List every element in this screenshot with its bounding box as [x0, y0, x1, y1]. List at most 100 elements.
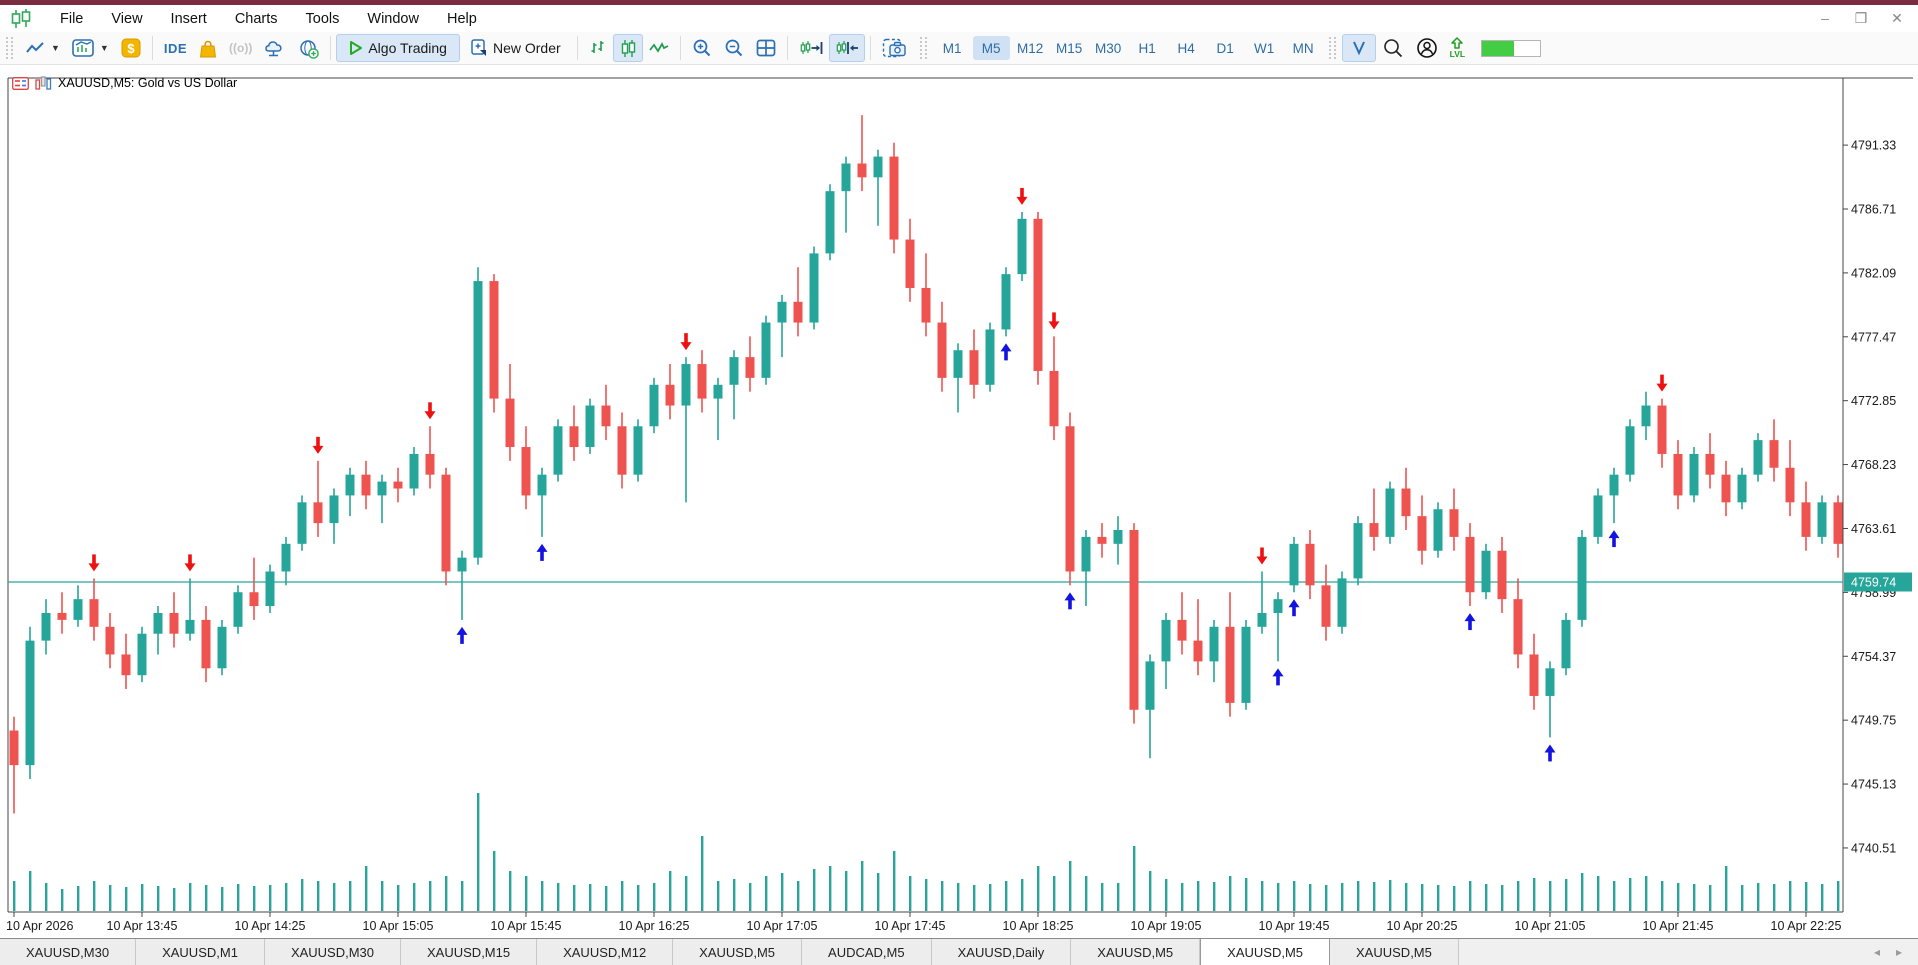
- shift-end-button[interactable]: [793, 34, 829, 62]
- volume-bar: [93, 881, 96, 911]
- candlestick-mode-button[interactable]: [612, 34, 643, 62]
- timeframe-mn-button[interactable]: MN: [1292, 40, 1314, 56]
- chart-tab-4[interactable]: XAUUSD,M12: [537, 939, 674, 965]
- menu-item-help[interactable]: Help: [446, 10, 477, 27]
- candle-body: [873, 156, 883, 178]
- sell-signal-arrow-icon: [1016, 196, 1028, 205]
- chart-tab-5[interactable]: XAUUSD,M5: [673, 939, 803, 965]
- sell-signal-arrow-icon: [316, 436, 320, 447]
- volume-bar: [1213, 882, 1216, 911]
- search-button[interactable]: [1376, 34, 1410, 62]
- screenshot-button[interactable]: [876, 34, 914, 62]
- buy-signal-arrow-icon: [1608, 530, 1620, 539]
- volume-bar: [45, 883, 48, 911]
- time-axis-label: 10 Apr 17:05: [747, 919, 818, 933]
- clipped-toolbar-button[interactable]: [1341, 34, 1376, 62]
- candle-body: [121, 654, 131, 676]
- volume-bar: [685, 876, 688, 911]
- toolbar-grip[interactable]: [1328, 37, 1336, 59]
- buy-signal-arrow-icon: [540, 550, 544, 561]
- signals-button[interactable]: ((o)): [223, 34, 258, 62]
- chart-tab-2[interactable]: XAUUSD,M30: [264, 939, 402, 965]
- volume-bar: [1437, 885, 1440, 911]
- restore-button[interactable]: ❐: [1854, 9, 1868, 26]
- sell-signal-arrow-icon: [188, 554, 192, 565]
- candle-body: [953, 350, 963, 378]
- candle-body: [809, 253, 819, 323]
- timeframe-m1-button[interactable]: M1: [942, 40, 962, 56]
- vps-button[interactable]: [258, 34, 292, 62]
- timeframe-h1-button[interactable]: H1: [1138, 40, 1156, 56]
- chart-type-button[interactable]: ▼: [19, 34, 66, 62]
- menu-item-insert[interactable]: Insert: [170, 10, 207, 27]
- account-button[interactable]: [1410, 34, 1444, 62]
- volume-bar: [1549, 881, 1552, 911]
- timeframe-m15-button[interactable]: M15: [1056, 40, 1083, 56]
- sell-signal-arrow-icon: [684, 333, 688, 344]
- timeframe-w1-button[interactable]: W1: [1254, 40, 1275, 56]
- chart-canvas[interactable]: 4791.33 4786.71 4782.09 4777.47 4772.85 4768.…: [0, 65, 1918, 964]
- price-axis-label: 4782.09: [1851, 266, 1896, 280]
- volume-bar: [1597, 876, 1600, 911]
- menu-item-file[interactable]: File: [60, 10, 84, 27]
- menu-item-tools[interactable]: Tools: [305, 10, 340, 27]
- timeframe-h4-button[interactable]: H4: [1177, 40, 1195, 56]
- volume-bar: [1709, 885, 1712, 911]
- chart-window[interactable]: 4791.33 4786.71 4782.09 4777.47 4772.85 4768.…: [0, 65, 1918, 964]
- bar-chart-mode-button[interactable]: [583, 34, 613, 62]
- volume-bar: [1757, 883, 1760, 911]
- chart-tab-0[interactable]: XAUUSD,M30: [0, 939, 137, 965]
- candle-body: [1353, 523, 1363, 579]
- currency-button[interactable]: $: [115, 34, 147, 62]
- chart-tab-3[interactable]: XAUUSD,M15: [401, 939, 538, 965]
- chart-tab-1[interactable]: XAUUSD,M1: [136, 939, 265, 965]
- candle-body: [857, 163, 867, 178]
- menu-item-view[interactable]: View: [111, 10, 143, 27]
- indicators-button[interactable]: ▼: [66, 34, 115, 62]
- ide-button[interactable]: IDE: [158, 34, 193, 62]
- minimize-button[interactable]: –: [1821, 10, 1829, 26]
- market-button[interactable]: [193, 34, 223, 62]
- connection-quality-bar: [1481, 39, 1542, 57]
- buy-signal-arrow-icon: [1276, 675, 1280, 686]
- toolbar-grip[interactable]: [919, 37, 927, 59]
- chart-tab-10[interactable]: XAUUSD,M5: [1330, 939, 1459, 965]
- play-icon: [350, 41, 363, 55]
- timeframe-d1-button[interactable]: D1: [1216, 40, 1234, 56]
- buy-signal-arrow-icon: [1000, 343, 1012, 352]
- window-controls: – ❐ ✕: [1812, 7, 1910, 29]
- volume-bar: [733, 879, 736, 911]
- volume-bar: [1725, 866, 1728, 911]
- volume-bar: [429, 881, 432, 911]
- chart-tab-8[interactable]: XAUUSD,M5: [1071, 939, 1201, 965]
- timeframe-m12-button[interactable]: M12: [1017, 40, 1044, 56]
- sell-signal-arrow-icon: [1660, 374, 1664, 385]
- chart-tab-6[interactable]: AUDCAD,M5: [802, 939, 932, 965]
- chart-tab-9[interactable]: XAUUSD,M5: [1200, 939, 1331, 965]
- scroll-tabs-left-icon[interactable]: ◂: [1873, 945, 1880, 959]
- community-button[interactable]: [292, 34, 325, 62]
- algo-trading-button[interactable]: Algo Trading: [336, 34, 460, 62]
- chart-tab-7[interactable]: XAUUSD,Daily: [931, 939, 1072, 965]
- close-button[interactable]: ✕: [1891, 9, 1903, 26]
- sell-signal-arrow-icon: [88, 563, 100, 572]
- tile-windows-button[interactable]: [750, 34, 782, 62]
- volume-bar: [1677, 883, 1680, 911]
- toolbar-grip[interactable]: [6, 37, 13, 59]
- line-mode-button[interactable]: [643, 34, 675, 62]
- timeframe-m5-button[interactable]: M5: [972, 36, 1010, 60]
- chart-tabs: XAUUSD,M30 XAUUSD,M1 XAUUSD,M30 XAUUSD,M15 X…: [0, 939, 1459, 965]
- scroll-tabs-right-icon[interactable]: ▸: [1895, 945, 1902, 959]
- volume-bar: [973, 885, 976, 911]
- zoom-out-button[interactable]: [718, 34, 750, 62]
- new-order-button[interactable]: New Order: [460, 34, 572, 62]
- auto-scroll-button[interactable]: [828, 34, 865, 62]
- menu-item-charts[interactable]: Charts: [234, 10, 278, 27]
- price-axis-label: 4772.85: [1851, 394, 1896, 408]
- level-button[interactable]: LVL: [1444, 34, 1471, 62]
- timeframe-m30-button[interactable]: M30: [1095, 40, 1122, 56]
- toolbar-separator: [576, 36, 578, 60]
- volume-bar: [1357, 881, 1360, 911]
- zoom-in-button[interactable]: [686, 34, 718, 62]
- menu-item-window[interactable]: Window: [367, 10, 419, 27]
